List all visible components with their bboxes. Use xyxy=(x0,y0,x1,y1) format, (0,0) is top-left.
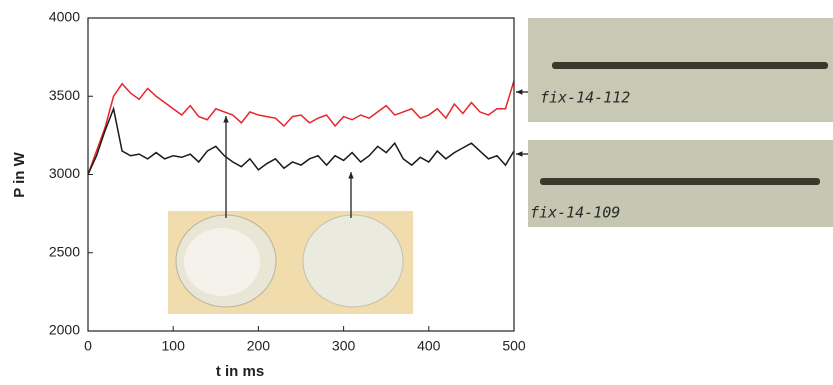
y-axis-label: P in W xyxy=(11,151,28,197)
x-tick-label: 500 xyxy=(502,338,526,354)
arrow-head xyxy=(516,89,523,95)
seam-photo xyxy=(528,18,833,227)
line xyxy=(87,106,515,175)
x-tick-label: 100 xyxy=(162,338,186,354)
y-tick-label: 4000 xyxy=(49,9,80,25)
arrow-head xyxy=(348,172,354,179)
y-tick-label: 2000 xyxy=(49,322,80,338)
x-tick-label: 300 xyxy=(332,338,356,354)
arrow-head xyxy=(516,151,523,157)
y-tick-label: 3000 xyxy=(49,165,80,181)
y-tick-label: 3500 xyxy=(49,87,80,103)
line xyxy=(87,80,515,175)
x-tick-label: 0 xyxy=(84,338,92,354)
annotation: fix-14-109 xyxy=(530,204,620,222)
plot-frame xyxy=(87,17,515,332)
arrow-head xyxy=(223,116,229,123)
annotation: fix-14-112 xyxy=(540,89,630,107)
x-tick-label: 400 xyxy=(417,338,441,354)
y-tick-label: 2500 xyxy=(49,243,80,259)
x-axis-label: t in ms xyxy=(216,363,264,380)
inset-photo xyxy=(168,211,413,314)
x-tick-label: 200 xyxy=(247,338,271,354)
